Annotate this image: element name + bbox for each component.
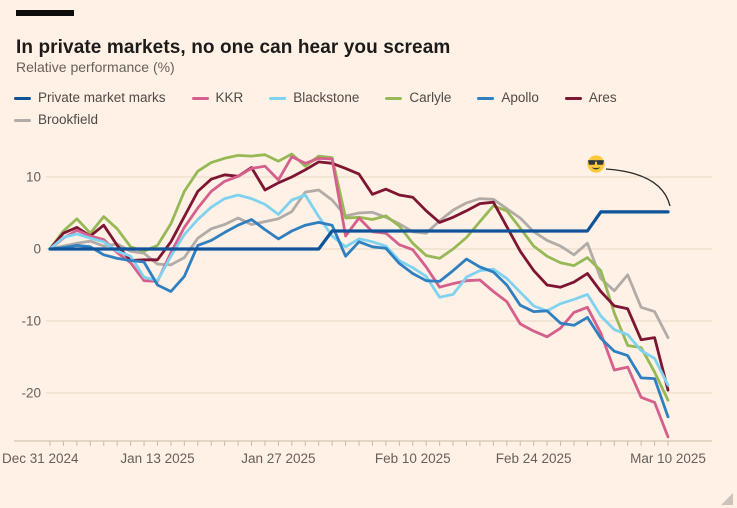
sunglasses-emoji-icon [587, 155, 605, 173]
legend-item-private-market-marks: Private market marks [14, 90, 166, 106]
legend-item-carlyle: Carlyle [385, 90, 451, 106]
series-line-kkr [48, 155, 670, 439]
legend-label: Carlyle [409, 90, 452, 105]
y-tick-label: 10 [26, 170, 41, 185]
legend-label: Private market marks [38, 90, 166, 105]
legend-label: Blackstone [293, 90, 360, 105]
series-line-apollo [48, 218, 670, 419]
legend-item-apollo: Apollo [477, 90, 539, 106]
x-tick-label: Feb 10 2025 [375, 451, 451, 466]
series-line-blackstone [48, 193, 670, 387]
legend-swatch-icon [14, 96, 31, 100]
legend-swatch-icon [477, 96, 495, 100]
series-line-private-market-marks [48, 210, 670, 251]
y-tick-label: -10 [21, 314, 41, 329]
legend-item-brookfield: Brookfield [14, 112, 98, 128]
legend-swatch-icon [269, 96, 287, 100]
x-tick-label: Jan 27 2025 [241, 451, 315, 466]
series-line-ares [48, 160, 670, 392]
x-tick-label: Feb 24 2025 [496, 451, 572, 466]
legend-label: Apollo [501, 90, 539, 105]
chart-subtitle: Relative performance (%) [16, 59, 175, 75]
legend-label: Brookfield [38, 112, 99, 127]
annotation-arrow [605, 168, 671, 207]
legend-swatch-icon [191, 96, 209, 100]
resize-handle-icon[interactable] [721, 493, 733, 505]
legend-item-ares: Ares [564, 90, 617, 106]
legend-item-blackstone: Blackstone [269, 90, 359, 106]
x-tick-label: Jan 13 2025 [120, 451, 194, 466]
legend-label: KKR [215, 90, 244, 105]
y-tick-label: -20 [21, 386, 41, 401]
legend-swatch-icon [385, 96, 403, 100]
legend-label: Ares [588, 90, 617, 105]
chart-title: In private markets, no one can hear you … [16, 36, 451, 58]
kicker-bar [16, 10, 74, 16]
legend-item-kkr: KKR [191, 90, 244, 106]
chart-legend: Private market marks KKR Blackstone Carlyle… [14, 90, 654, 128]
x-tick-label: Mar 10 2025 [630, 451, 706, 466]
x-tick-label: Dec 31 2024 [2, 451, 79, 466]
y-tick-label: 0 [33, 242, 41, 257]
legend-swatch-icon [14, 118, 31, 122]
legend-swatch-icon [564, 96, 582, 100]
